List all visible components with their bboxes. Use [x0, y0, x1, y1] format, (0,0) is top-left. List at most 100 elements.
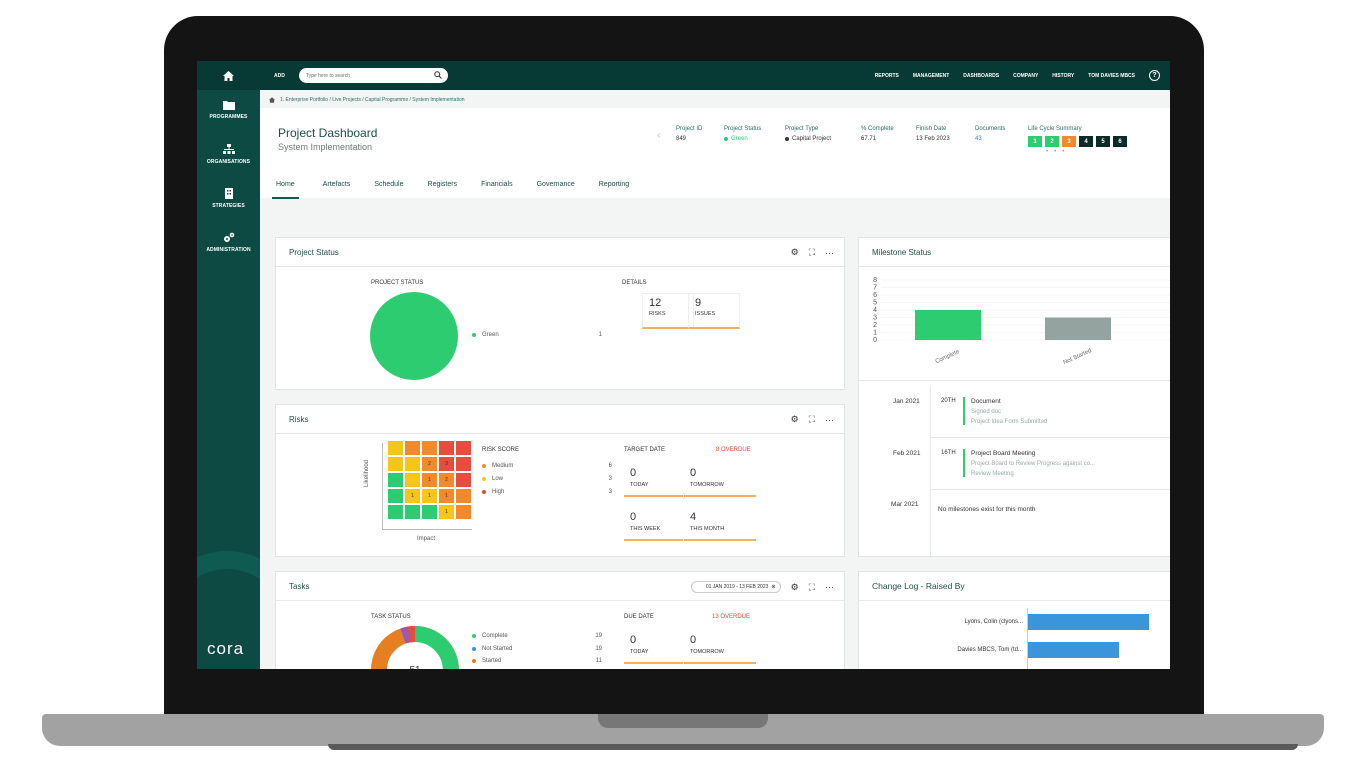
- risk-matrix-cell[interactable]: [388, 505, 403, 519]
- settings-gear-icon[interactable]: ⚙: [790, 581, 799, 592]
- expand-icon[interactable]: ⛶: [808, 581, 815, 592]
- task-tomorrow-tile[interactable]: 0 TOMORROW: [684, 628, 756, 664]
- tab-schedule[interactable]: Schedule: [374, 181, 404, 188]
- nav-history[interactable]: HISTORY: [1052, 72, 1075, 79]
- legend-item: Low 3: [482, 476, 612, 482]
- risk-matrix-cell[interactable]: 1: [439, 505, 454, 519]
- risk-matrix-cell[interactable]: [456, 489, 471, 503]
- milestone-bar[interactable]: [915, 310, 981, 340]
- settings-gear-icon[interactable]: ⚙: [790, 247, 799, 257]
- settings-gear-icon[interactable]: ⚙: [790, 414, 799, 424]
- card-tools: ⚙ ⛶ ···: [781, 414, 834, 425]
- expand-icon[interactable]: ⛶: [808, 414, 815, 424]
- card-tools: ⚙ ⛶ ···: [781, 247, 834, 258]
- sidebar-item-label: PROGRAMMES: [209, 114, 248, 120]
- prev-arrow-icon[interactable]: ‹: [657, 130, 661, 141]
- milestone-bar[interactable]: [1045, 317, 1111, 341]
- risk-matrix-cell[interactable]: 2: [422, 457, 437, 471]
- tab-home[interactable]: Home: [272, 174, 299, 199]
- nav-management[interactable]: MANAGEMENT: [912, 72, 950, 79]
- risk-matrix-cell[interactable]: [422, 505, 437, 519]
- task-total: 51: [409, 665, 421, 669]
- risk-matrix-cell[interactable]: [405, 505, 420, 519]
- sidebar-item-strategies[interactable]: STRATEGIES: [197, 178, 260, 222]
- lifecycle-stage-5[interactable]: 5: [1096, 136, 1110, 147]
- risk-matrix-cell[interactable]: [388, 457, 403, 471]
- search-input[interactable]: [298, 68, 419, 83]
- tab-registers[interactable]: Registers: [427, 181, 458, 188]
- clear-icon[interactable]: ⊗: [771, 584, 776, 590]
- project-status-card: Project Status ⚙ ⛶ ··· PROJECT STATUS Gr…: [275, 237, 845, 390]
- top-nav-links: REPORTS MANAGEMENT DASHBOARDS COMPANY HI…: [875, 70, 1170, 81]
- risk-matrix-cell[interactable]: [456, 441, 471, 455]
- meta-documents[interactable]: Documents 43: [975, 126, 1006, 142]
- risk-matrix-cell[interactable]: 3: [439, 457, 454, 471]
- risk-this-week-tile[interactable]: 0 THIS WEEK: [624, 505, 683, 541]
- lifecycle-stage-6[interactable]: 6: [1113, 136, 1127, 147]
- task-today-tile[interactable]: 0 TODAY: [624, 628, 683, 664]
- nav-company[interactable]: COMPANY: [1013, 72, 1039, 79]
- lifecycle-summary: Life Cycle Summary 1 2 3 4 5 6 •••: [1028, 126, 1130, 155]
- breadcrumb-path[interactable]: 1. Enterprise Portfolio / Live Projects …: [280, 97, 465, 103]
- y-tick-label: 6: [873, 292, 877, 299]
- risk-matrix-cell[interactable]: [456, 457, 471, 471]
- lifecycle-stage-2[interactable]: 2: [1045, 136, 1059, 147]
- help-icon[interactable]: ?: [1149, 70, 1160, 81]
- tab-financials[interactable]: Financials: [481, 181, 513, 188]
- risk-this-month-tile[interactable]: 4 THIS MONTH: [684, 505, 756, 541]
- add-button[interactable]: ADD: [274, 72, 285, 79]
- lifecycle-stage-4[interactable]: 4: [1079, 136, 1093, 147]
- tab-artefacts[interactable]: Artefacts: [322, 181, 351, 188]
- tab-reporting[interactable]: Reporting: [598, 181, 630, 188]
- x-axis-label: Impact: [417, 536, 436, 542]
- tab-governance[interactable]: Governance: [536, 181, 575, 188]
- risk-today-tile[interactable]: 0 TODAY: [624, 461, 683, 497]
- search-icon[interactable]: [434, 71, 442, 79]
- sidebar-item-administration[interactable]: ADMINISTRATION: [197, 222, 260, 266]
- risk-matrix-cell[interactable]: [388, 441, 403, 455]
- lifecycle-stage-3[interactable]: 3: [1062, 136, 1076, 147]
- due-date-label: DUE DATE: [624, 614, 654, 620]
- card-title: Tasks: [276, 572, 844, 601]
- risk-matrix-cell[interactable]: 1: [422, 489, 437, 503]
- nav-user-menu[interactable]: TOM DAVIES MBCS: [1088, 72, 1135, 79]
- overdue-badge[interactable]: 8 OVERDUE: [716, 447, 751, 453]
- sidebar-item-programmes[interactable]: PROGRAMMES: [197, 90, 260, 134]
- changelog-bar[interactable]: [1028, 614, 1149, 630]
- more-options-icon[interactable]: ···: [825, 582, 834, 592]
- sidebar-item-organisations[interactable]: ORGANISATIONS: [197, 134, 260, 178]
- risk-matrix-cell[interactable]: 2: [439, 473, 454, 487]
- y-tick-label: 2: [873, 322, 877, 329]
- more-options-icon[interactable]: ···: [825, 414, 834, 425]
- risk-matrix-cell[interactable]: [422, 441, 437, 455]
- risk-matrix-cell[interactable]: [456, 473, 471, 487]
- overdue-badge[interactable]: 13 OVERDUE: [712, 614, 751, 620]
- top-navigation-bar: ADD REPORTS MANAGEMENT DASHBOARDS COMPAN…: [260, 61, 1170, 90]
- changelog-bar[interactable]: [1028, 642, 1119, 658]
- more-options-icon[interactable]: ···: [825, 247, 834, 258]
- risks-count-tile[interactable]: 12 RISKS: [642, 293, 694, 329]
- home-icon[interactable]: [269, 97, 275, 103]
- risk-matrix-cell[interactable]: [388, 489, 403, 503]
- nav-dashboards[interactable]: DASHBOARDS: [963, 72, 1000, 79]
- risk-matrix-cell[interactable]: [405, 441, 420, 455]
- risk-matrix-cell[interactable]: 1: [422, 473, 437, 487]
- risk-matrix-cell[interactable]: 1: [439, 489, 454, 503]
- timeline-day: 20TH: [941, 398, 956, 404]
- date-range-filter[interactable]: 01 JAN 2019 - 13 FEB 2023 ⊗: [690, 581, 781, 593]
- risk-matrix-cell[interactable]: 1: [405, 489, 420, 503]
- issues-count-tile[interactable]: 9 ISSUES: [688, 293, 740, 329]
- milestone-title[interactable]: Project Board Meeting: [971, 450, 1036, 457]
- risk-matrix-cell[interactable]: [456, 505, 471, 519]
- expand-icon[interactable]: ⛶: [808, 247, 815, 257]
- risk-matrix-cell[interactable]: [388, 473, 403, 487]
- risk-matrix-cell[interactable]: [405, 473, 420, 487]
- risk-matrix-cell[interactable]: [439, 441, 454, 455]
- risk-tomorrow-tile[interactable]: 0 TOMORROW: [684, 461, 756, 497]
- nav-reports[interactable]: REPORTS: [874, 72, 899, 79]
- home-button[interactable]: [197, 61, 260, 90]
- lifecycle-stage-1[interactable]: 1: [1028, 136, 1042, 147]
- milestone-title[interactable]: Document: [971, 398, 1001, 405]
- timeline-month: Mar 2021: [891, 501, 919, 508]
- risk-matrix-cell[interactable]: [405, 457, 420, 471]
